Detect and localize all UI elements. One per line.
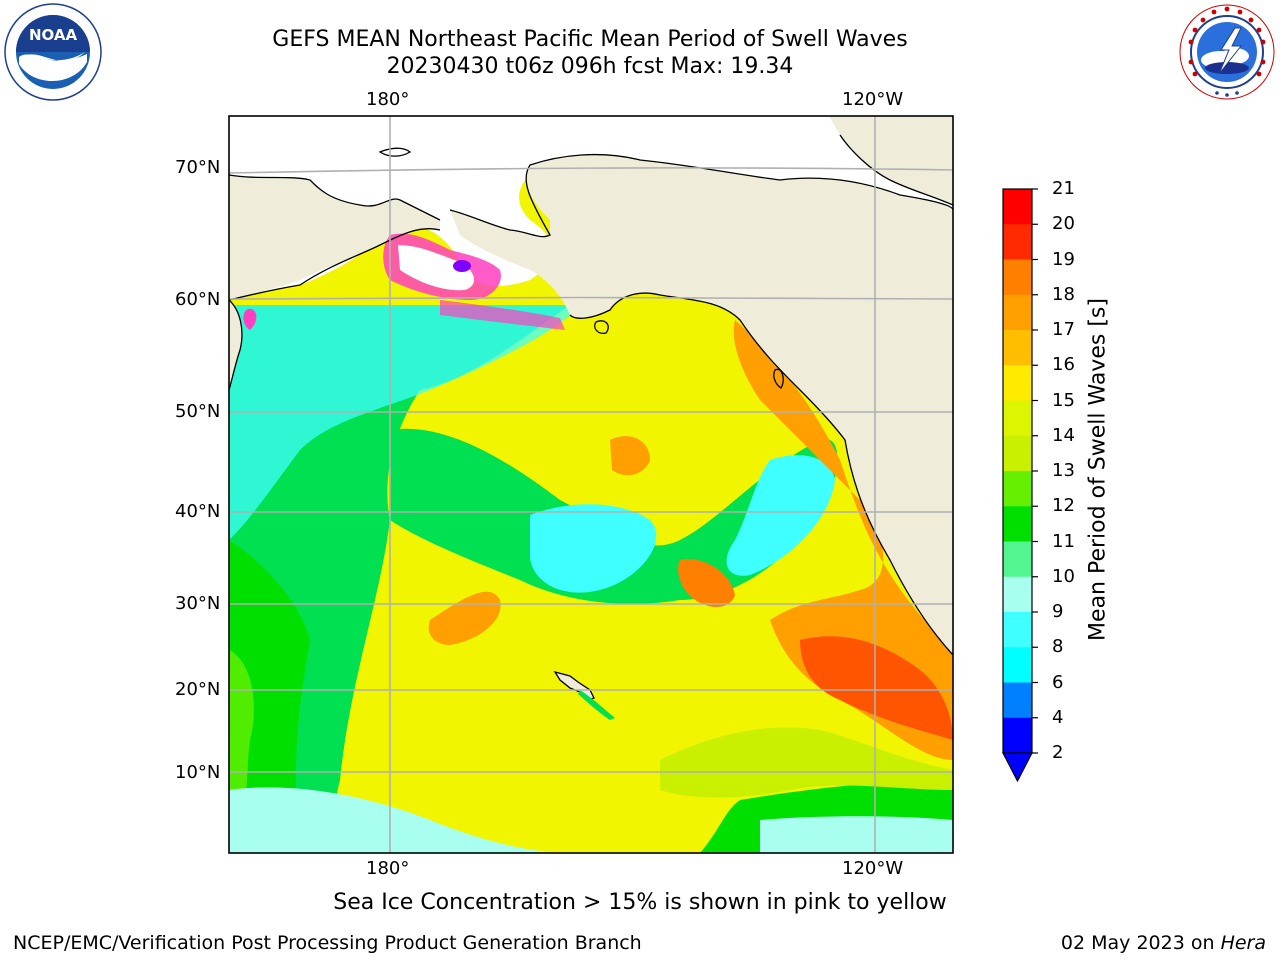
colorbar-frame: [1002, 188, 1033, 754]
colorbar-segment: [1003, 365, 1032, 401]
noaa-logo-icon: NOAA: [3, 2, 103, 102]
colorbar-tick-label: 20: [1052, 213, 1075, 235]
lon-label-bottom-120w: 120°W: [842, 858, 904, 879]
colorbar-tick-label: 6: [1052, 671, 1064, 693]
colorbar-tick-label: 17: [1052, 319, 1075, 340]
colorbar-segment: [1003, 717, 1032, 754]
colorbar-tick-label: 4: [1052, 706, 1064, 728]
noaa-logo-text: NOAA: [29, 26, 78, 44]
colorbar-tick-label: 16: [1052, 354, 1075, 376]
colorbar-segment: [1003, 259, 1032, 296]
colorbar-extend-triangle: [1002, 752, 1033, 783]
colorbar-segment: [1003, 682, 1032, 719]
colorbar-tick-label: 8: [1052, 636, 1064, 658]
nws-logo-icon: [1177, 2, 1277, 102]
colorbar-segment: [1003, 541, 1032, 578]
colorbar-tick-label: 14: [1052, 424, 1075, 446]
footer-date: 02 May 2023 on: [1060, 932, 1215, 954]
lon-label-top-120w: 120°W: [842, 89, 904, 110]
lat-label-60n: 60°N: [175, 289, 221, 310]
colorbar-segment: [1003, 647, 1032, 683]
colorbar-segment: [1003, 400, 1032, 437]
colorbar-segment: [1003, 576, 1032, 613]
lon-label-top-180: 180°: [366, 89, 410, 110]
footer-right: 02 May 2023 on Hera: [1061, 932, 1266, 954]
colorbar-tick-label: 12: [1052, 495, 1075, 517]
lat-label-70n: 70°N: [175, 157, 221, 178]
colorbar-tick-label: 19: [1052, 248, 1075, 270]
footer-host: Hera: [1220, 932, 1266, 954]
chart-subtitle: 20230430 t06z 096h fcst Max: 19.34: [386, 54, 794, 79]
lat-label-30n: 30°N: [175, 593, 221, 614]
lat-label-10n: 10°N: [175, 762, 221, 783]
colorbar-tick-label: 15: [1052, 389, 1075, 411]
map-frame: [228, 115, 954, 854]
colorbar-segment: [1003, 612, 1032, 648]
lat-label-50n: 50°N: [175, 401, 221, 422]
colorbar-tick-label: 18: [1052, 283, 1075, 305]
colorbar-label: Mean Period of Swell Waves [s]: [1085, 298, 1111, 641]
lon-label-bottom-180: 180°: [366, 858, 410, 879]
sea-ice-caption: Sea Ice Concentration > 15% is shown in …: [333, 890, 947, 915]
chart-title: GEFS MEAN Northeast Pacific Mean Period …: [272, 27, 908, 52]
colorbar-tick-label: 13: [1052, 460, 1075, 481]
colorbar-tick-label: 2: [1052, 742, 1064, 763]
colorbar-segment: [1003, 330, 1032, 366]
colorbar-segment: [1003, 435, 1032, 472]
colorbar-tick-label: 10: [1052, 565, 1075, 587]
colorbar-tick-label: 21: [1052, 178, 1075, 199]
colorbar-segment: [1003, 471, 1032, 507]
lat-label-20n: 20°N: [175, 679, 221, 700]
colorbar: [1003, 188, 1038, 754]
colorbar-segment: [1003, 224, 1032, 260]
colorbar-segment: [1003, 506, 1032, 542]
colorbar-tick-label: 11: [1052, 530, 1075, 552]
colorbar-tick-label: 9: [1052, 601, 1064, 622]
footer-left: NCEP/EMC/Verification Post Processing Pr…: [13, 932, 642, 954]
lat-label-40n: 40°N: [175, 501, 221, 522]
colorbar-segment: [1003, 189, 1032, 225]
colorbar-segment: [1003, 294, 1032, 331]
